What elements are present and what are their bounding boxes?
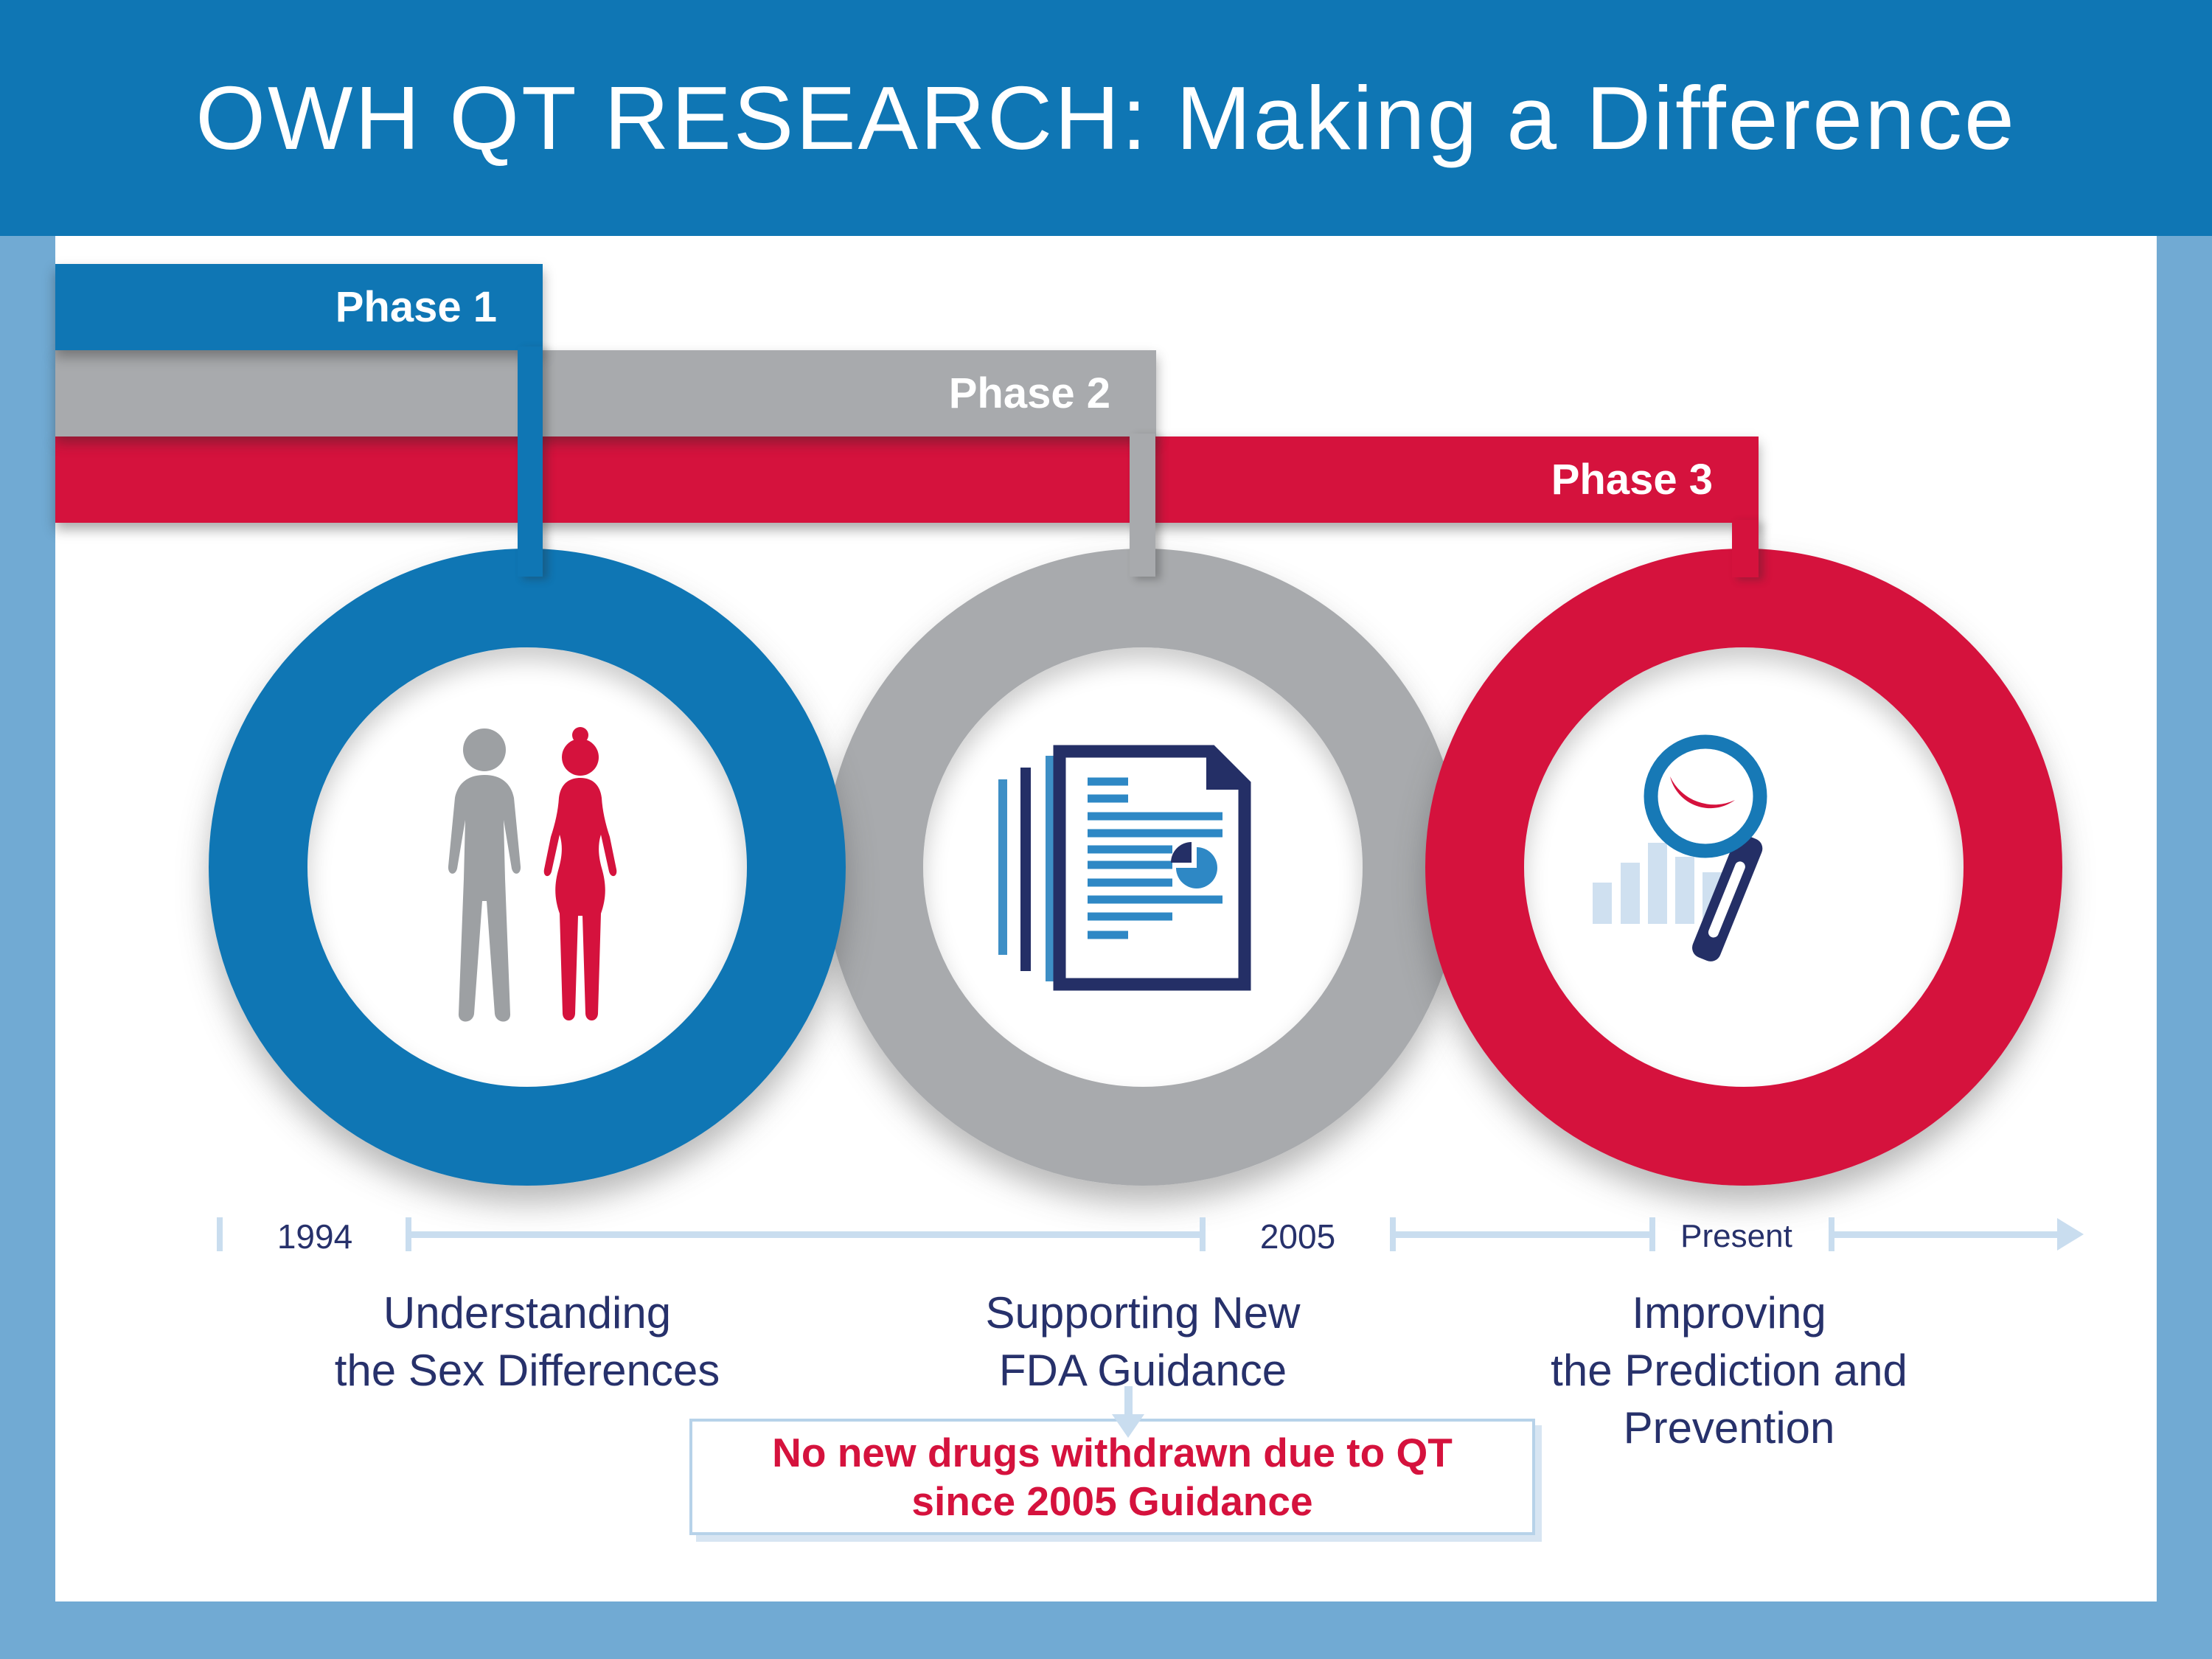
timeline-label-1994: 1994 <box>276 1217 353 1256</box>
magnifier-handle <box>1691 835 1763 961</box>
phase2-bar: Phase 2 <box>55 350 1156 437</box>
description-line: Prevention <box>1623 1403 1835 1453</box>
timeline-tick <box>217 1217 223 1251</box>
timeline-tick <box>1200 1217 1206 1251</box>
description-line: the Prediction and <box>1551 1346 1907 1395</box>
phase3-bar: Phase 3 <box>55 437 1759 523</box>
phase1-label: Phase 1 <box>335 283 497 331</box>
description-line: Improving <box>1632 1288 1826 1338</box>
down-arrow-icon <box>1124 1386 1133 1414</box>
document-stack-pie-icon <box>988 741 1261 999</box>
pie-chart-icon <box>1171 842 1217 888</box>
header-banner: OWH QT RESEARCH: Making a Difference <box>0 0 2212 236</box>
description-line: FDA Guidance <box>998 1346 1287 1395</box>
phase3-description: Improving the Prediction and Prevention <box>1434 1284 2024 1457</box>
note-text-line: since 2005 Guidance <box>911 1478 1313 1524</box>
timeline-tick <box>1649 1217 1655 1251</box>
red-crescent <box>1670 776 1735 809</box>
document-text-lines <box>1088 777 1222 939</box>
page-edge-bar <box>1020 768 1031 971</box>
dog-ear-corner <box>1206 747 1249 790</box>
phase2-description: Supporting New FDA Guidance <box>848 1284 1438 1399</box>
description-line: the Sex Differences <box>334 1346 720 1395</box>
timeline-label-present: Present <box>1680 1218 1792 1254</box>
timeline-segment <box>1390 1231 1649 1238</box>
page-edge-bar <box>1046 756 1055 981</box>
timeline-segment <box>1829 1231 2057 1238</box>
phase1-bar: Phase 1 <box>55 264 543 350</box>
down-arrow-head-icon <box>1112 1414 1144 1438</box>
phase1-connector <box>518 347 543 577</box>
page-edge-bar <box>998 779 1007 955</box>
man-silhouette <box>448 728 521 1022</box>
phase2-connector <box>1130 434 1155 577</box>
page-title: OWH QT RESEARCH: Making a Difference <box>195 68 2017 168</box>
phase1-description: Understanding the Sex Differences <box>232 1284 822 1399</box>
description-line: Understanding <box>383 1288 672 1338</box>
phase2-label: Phase 2 <box>948 369 1110 417</box>
magnifier-bar-chart-icon <box>1582 726 1818 995</box>
male-female-silhouettes-icon <box>409 726 645 1040</box>
timeline-arrow-icon <box>2057 1218 2084 1251</box>
phase3-connector <box>1732 520 1759 577</box>
woman-silhouette <box>543 727 617 1020</box>
timeline-segment <box>406 1231 1202 1238</box>
timeline-label-2005: 2005 <box>1259 1217 1336 1256</box>
description-line: Supporting New <box>985 1288 1301 1338</box>
magnifier-lens <box>1644 734 1767 858</box>
phase3-label: Phase 3 <box>1551 456 1713 504</box>
